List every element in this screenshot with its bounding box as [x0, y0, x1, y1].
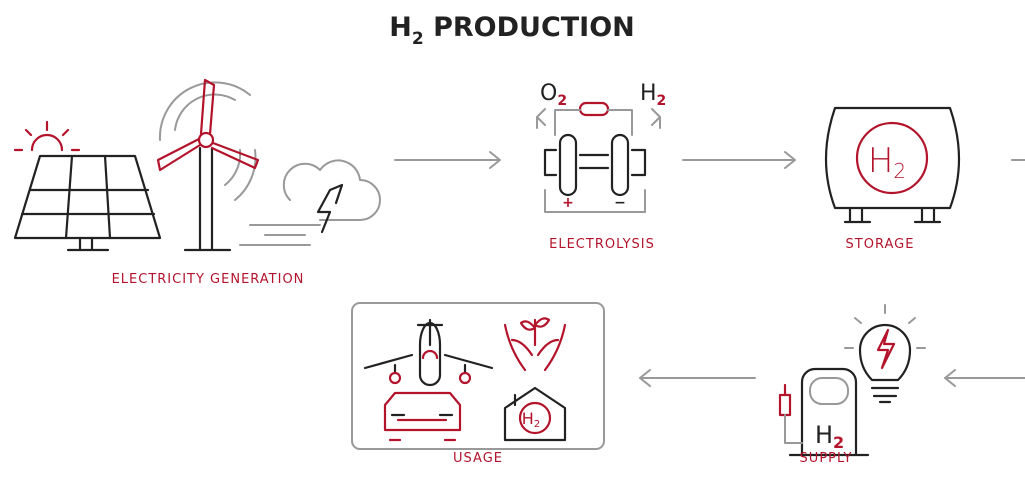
icon-text-main: O	[540, 81, 557, 106]
node-label: ELECTRICITY GENERATION	[112, 272, 305, 287]
icon-text-sub: 2	[893, 159, 906, 183]
node-label: SUPPLY	[800, 451, 853, 466]
icon-text-main: H	[640, 81, 657, 106]
title-rest: PRODUCTION	[424, 12, 635, 43]
electrolysis-icon: O2 H2 + −	[536, 81, 666, 213]
icon-text-main: H	[522, 409, 534, 428]
title-sub: 2	[412, 29, 424, 49]
node-label: USAGE	[453, 451, 503, 466]
plus: +	[562, 195, 574, 211]
usage-box	[351, 302, 605, 450]
icon-text-sub: 2	[833, 433, 844, 452]
minus: −	[614, 195, 626, 211]
node-label: ELECTROLYSIS	[549, 237, 655, 252]
node-label: STORAGE	[846, 237, 915, 252]
icon-text: H2	[815, 421, 844, 452]
icon-text: H2	[868, 141, 906, 183]
icon-text: H2	[640, 81, 666, 109]
title: H2 PRODUCTION	[389, 12, 635, 49]
icon-text-main: H	[815, 421, 833, 449]
electricity-icon	[13, 78, 381, 252]
icon-text-sub: 2	[534, 419, 540, 430]
title-text: H	[389, 12, 412, 43]
icon-text: O2	[540, 81, 567, 109]
usage-icon: H2	[363, 317, 567, 442]
icon-text-sub: 2	[657, 93, 667, 109]
icon-text: H2	[522, 409, 540, 430]
icon-text-main: H	[868, 141, 894, 181]
icon-text-sub: 2	[557, 93, 567, 109]
arrows	[394, 151, 1025, 387]
supply-icon: H2	[778, 304, 926, 457]
storage-icon: H2	[824, 106, 961, 224]
